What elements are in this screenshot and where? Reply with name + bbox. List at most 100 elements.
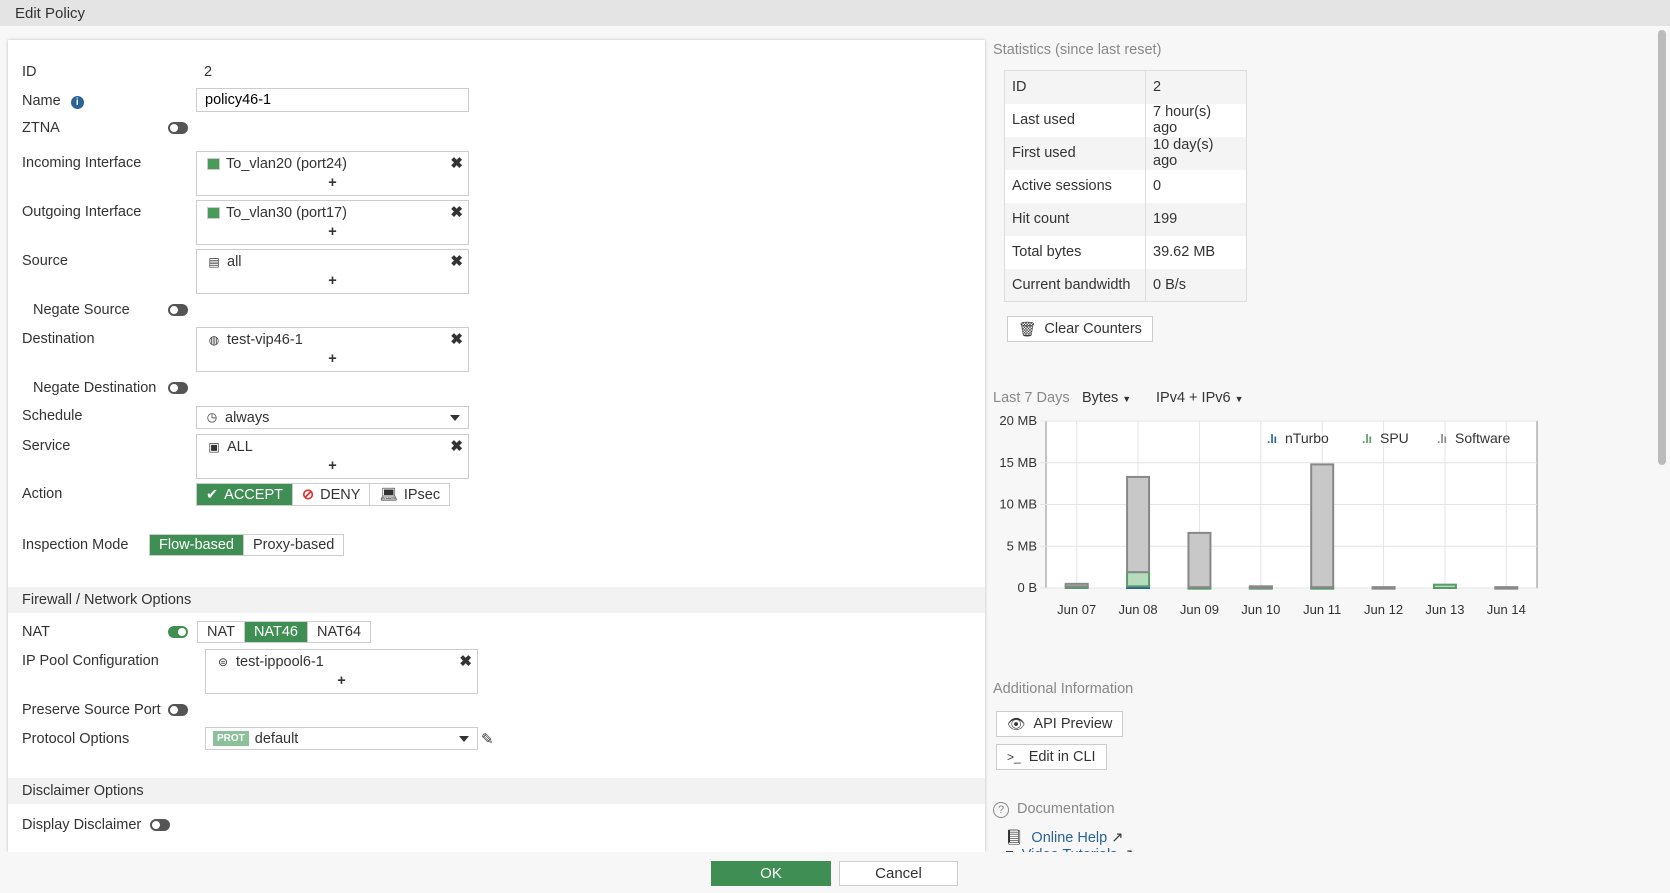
- incoming-interface-label: Incoming Interface: [22, 155, 142, 171]
- ip-version-dropdown[interactable]: IPv4 + IPv6 ▼: [1156, 390, 1244, 406]
- stats-label: Total bytes: [1004, 235, 1146, 269]
- documentation-title: Documentation: [1017, 801, 1115, 817]
- action-ipsec-button[interactable]: 💻︎ IPsec: [369, 484, 450, 505]
- schedule-label: Schedule: [22, 408, 83, 424]
- add-icon[interactable]: +: [328, 273, 337, 289]
- flow-based-button[interactable]: Flow-based: [150, 535, 243, 555]
- display-disclaimer-toggle[interactable]: [150, 819, 170, 831]
- x-tick-label: Jun 12: [1364, 602, 1403, 617]
- legend-spu: SPU: [1380, 430, 1409, 446]
- destination-field[interactable]: ◍ test-vip46-1 ✖ +: [196, 327, 469, 372]
- stats-value: 199: [1145, 202, 1247, 236]
- remove-icon[interactable]: ✖: [450, 204, 463, 221]
- negate-destination-toggle[interactable]: [168, 382, 188, 394]
- preserve-source-port-toggle[interactable]: [168, 704, 188, 716]
- clear-counters-button[interactable]: 🗑︎ Clear Counters: [1007, 316, 1153, 342]
- add-icon[interactable]: +: [328, 224, 337, 240]
- legend-bar-icon: .lı: [1267, 432, 1277, 446]
- service-field[interactable]: ▣ ALL ✖ +: [196, 434, 469, 479]
- bar-software: [1064, 582, 1089, 588]
- ip-pool-value: test-ippool6-1: [236, 654, 324, 670]
- bar-software: [1494, 586, 1519, 590]
- proxy-based-button[interactable]: Proxy-based: [242, 535, 344, 555]
- outgoing-interface-field[interactable]: To_vlan30 (port17) ✖ +: [196, 200, 469, 245]
- stats-row: ID 2: [1004, 70, 1247, 104]
- incoming-interface-field[interactable]: To_vlan20 (port24) ✖ +: [196, 151, 469, 196]
- add-icon[interactable]: +: [328, 175, 337, 191]
- legend-software: Software: [1455, 430, 1510, 446]
- remove-icon[interactable]: ✖: [450, 331, 463, 348]
- nat-toggle[interactable]: [168, 626, 188, 638]
- bar-software: [1187, 531, 1212, 589]
- stats-row: First used 10 day(s) ago: [1004, 136, 1247, 170]
- bytes-chart: 0 B 5 MB 10 MB 15 MB 20 MB Jun 07 Jun 08 Jun 09…: [999, 413, 1538, 617]
- outgoing-interface-label: Outgoing Interface: [22, 204, 142, 220]
- online-help-text[interactable]: Online Help: [1031, 830, 1108, 846]
- remove-icon[interactable]: ✖: [450, 155, 463, 172]
- bar-software: [1248, 585, 1273, 589]
- negate-source-label: Negate Source: [33, 302, 130, 318]
- scrollbar[interactable]: [1658, 30, 1666, 465]
- book-icon: 📘︎: [1005, 830, 1024, 846]
- ip-pool-icon: ⊜: [217, 654, 229, 669]
- metric-dropdown[interactable]: Bytes ▼: [1082, 390, 1131, 406]
- service-icon: ▣: [208, 439, 220, 454]
- add-icon[interactable]: +: [328, 351, 337, 367]
- period-label: Last 7 Days: [993, 390, 1070, 406]
- action-accept-button[interactable]: ✔ ACCEPT: [197, 484, 292, 505]
- caret-down-icon: ▼: [1234, 394, 1244, 404]
- outgoing-interface-value: To_vlan30 (port17): [226, 205, 347, 221]
- service-label: Service: [22, 438, 71, 454]
- action-deny-button[interactable]: ⊘ DENY: [291, 484, 370, 505]
- name-label-text: Name: [22, 93, 61, 109]
- remove-icon[interactable]: ✖: [459, 653, 472, 670]
- add-icon[interactable]: +: [328, 458, 337, 474]
- display-disclaimer-label: Display Disclaimer: [22, 817, 142, 833]
- x-tick-label: Jun 08: [1119, 602, 1158, 617]
- stats-label: Current bandwidth: [1004, 268, 1146, 302]
- nat-label: NAT: [22, 624, 50, 640]
- dialog-footer: OK Cancel: [0, 852, 1670, 893]
- source-field[interactable]: ▤ all ✖ +: [196, 249, 469, 294]
- ip-pool-field[interactable]: ⊜ test-ippool6-1 ✖ +: [205, 649, 478, 694]
- vip-icon: ◍: [208, 332, 220, 347]
- remove-icon[interactable]: ✖: [450, 438, 463, 455]
- bar-spu: [1432, 583, 1457, 590]
- protocol-options-select[interactable]: PROT default: [205, 727, 478, 750]
- question-circle-icon: ?: [993, 802, 1009, 818]
- edit-pencil-icon[interactable]: ✎: [481, 731, 494, 748]
- x-tick-label: Jun 11: [1303, 602, 1341, 617]
- name-input[interactable]: [196, 88, 469, 112]
- chevron-down-icon: [459, 736, 469, 742]
- nat-button[interactable]: NAT: [198, 622, 244, 642]
- bar-software: [1310, 463, 1335, 589]
- schedule-select[interactable]: ◷ always: [196, 406, 469, 429]
- metric-value: Bytes: [1082, 390, 1119, 406]
- info-icon[interactable]: i: [70, 96, 84, 109]
- legend-bar-icon: .lı: [1437, 432, 1447, 446]
- nat-type-selector: NAT NAT46 NAT64: [197, 621, 372, 643]
- ztna-label: ZTNA: [22, 120, 60, 136]
- nat46-button[interactable]: NAT46: [243, 622, 307, 642]
- x-tick-label: Jun 09: [1180, 602, 1219, 617]
- statistics-title: Statistics (since last reset): [993, 42, 1162, 58]
- dialog-title: Edit Policy: [0, 0, 1670, 26]
- chevron-down-icon: [450, 415, 460, 421]
- ok-button[interactable]: OK: [711, 861, 831, 886]
- edit-in-cli-button[interactable]: >_ Edit in CLI: [996, 744, 1107, 770]
- remove-icon[interactable]: ✖: [450, 253, 463, 270]
- nat64-button[interactable]: NAT64: [307, 622, 371, 642]
- add-icon[interactable]: +: [337, 673, 346, 689]
- cancel-button[interactable]: Cancel: [839, 861, 958, 886]
- stats-label: ID: [1004, 70, 1146, 104]
- ztna-toggle[interactable]: [168, 122, 188, 134]
- stats-row: Active sessions 0: [1004, 169, 1247, 203]
- documentation-header: ? Documentation: [993, 801, 1115, 818]
- online-help-link[interactable]: 📘︎ Online Help ↗: [1005, 829, 1123, 846]
- port-icon: [207, 207, 220, 219]
- api-preview-button[interactable]: 👁︎ API Preview: [996, 711, 1124, 737]
- laptop-icon: 💻︎: [379, 487, 398, 503]
- negate-source-toggle[interactable]: [168, 304, 188, 316]
- name-label: Name i: [22, 93, 84, 109]
- y-tick-label: 10 MB: [999, 497, 1037, 512]
